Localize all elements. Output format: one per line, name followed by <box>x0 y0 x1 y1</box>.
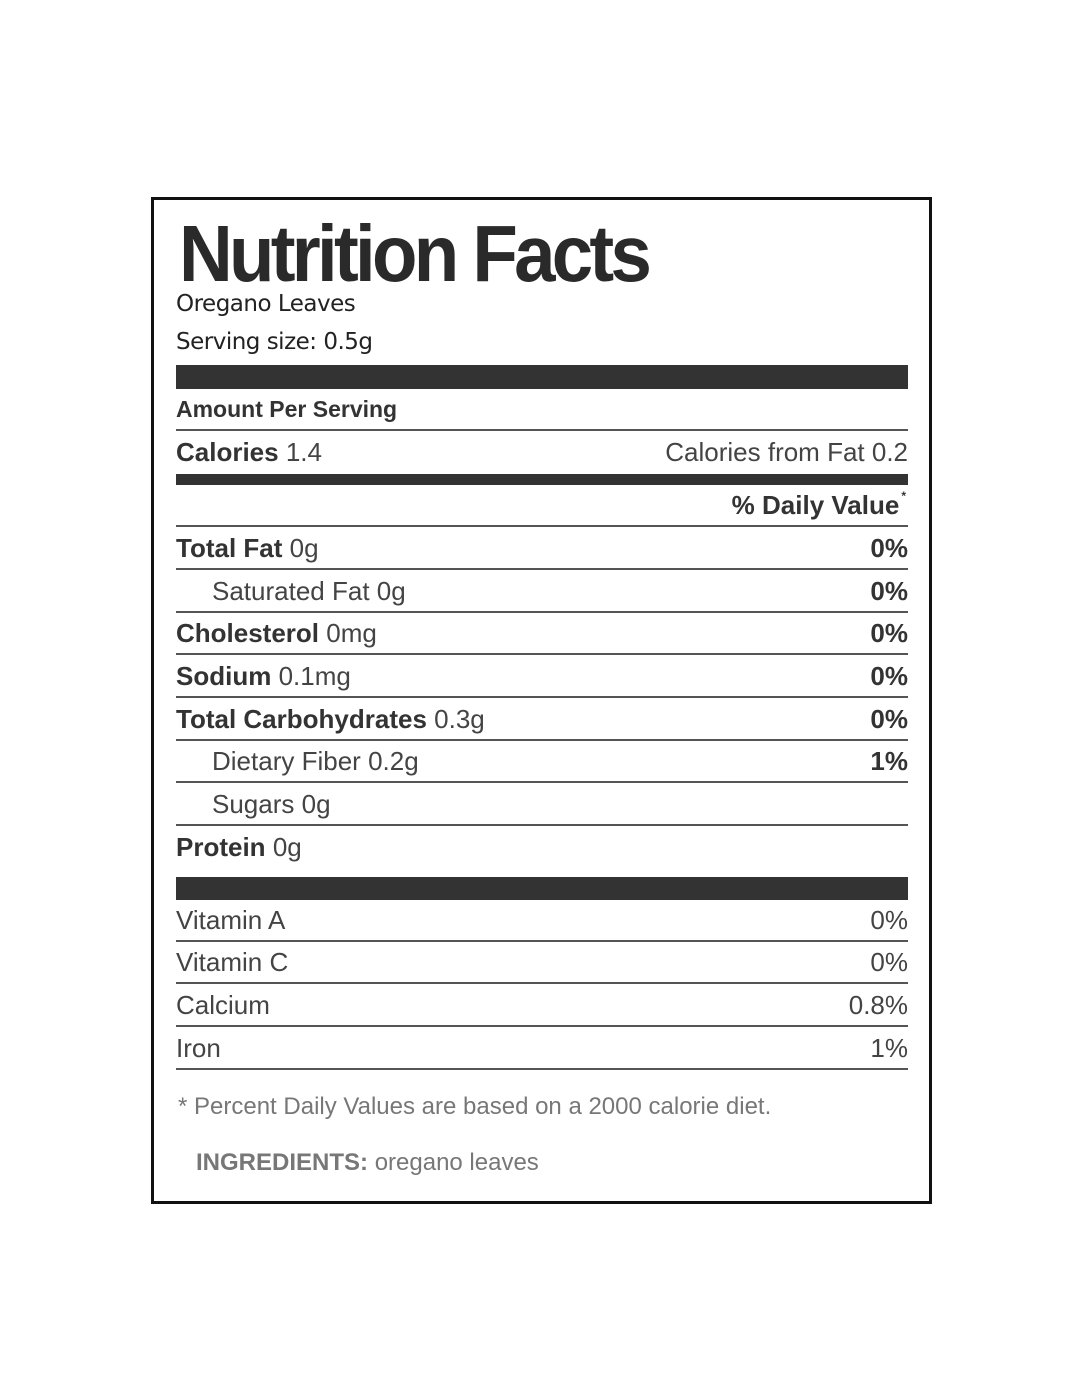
nutrient-row-cholesterol: Cholesterol 0mg 0% <box>176 613 908 655</box>
nutrient-label: Total Carbohydrates <box>176 704 427 734</box>
nutrient-amount: 0.3g <box>434 704 485 734</box>
medium-divider <box>176 474 908 485</box>
ingredients: INGREDIENTS: oregano leaves <box>196 1149 539 1177</box>
nutrient-dv: 0% <box>870 704 908 734</box>
vitamin-row-vitamin-a: Vitamin A 0% <box>176 900 908 942</box>
nutrient-dv: 0% <box>870 576 908 606</box>
nutrient-label: Total Fat <box>176 533 283 563</box>
nutrition-label: Nutrition Facts Oregano Leaves Serving s… <box>151 197 932 1204</box>
amount-per-serving: Amount Per Serving <box>176 396 398 422</box>
vitamin-label: Vitamin C <box>176 947 289 977</box>
calories-label: Calories <box>176 437 279 467</box>
nutrient-label: Dietary Fiber <box>212 746 361 776</box>
nutrient-amount: 0.1mg <box>278 661 351 691</box>
nutrient-amount: 0.2g <box>368 746 419 776</box>
nutrient-amount: 0g <box>289 533 319 563</box>
vitamin-dv: 0% <box>870 947 908 977</box>
nutrient-dv: 1% <box>870 746 908 776</box>
nutrient-label: Sodium <box>176 661 272 691</box>
vitamin-dv: 0.8% <box>848 990 908 1020</box>
calories-from-fat: Calories from Fat 0.2 <box>665 437 908 467</box>
vitamin-label: Calcium <box>176 990 270 1020</box>
vitamin-row-iron: Iron 1% <box>176 1028 908 1070</box>
vitamin-dv: 0% <box>870 905 908 935</box>
ingredients-value: oregano leaves <box>374 1149 539 1176</box>
thick-divider <box>176 877 908 900</box>
nutrient-row-saturated-fat: Saturated Fat 0g 0% <box>176 571 908 613</box>
calories-value: 1.4 <box>285 437 322 467</box>
product-name: Oregano Leaves <box>176 291 356 317</box>
calories-row: Calories 1.4 Calories from Fat 0.2 <box>176 431 908 473</box>
daily-value-header: % Daily Value <box>731 490 900 520</box>
nutrient-label: Saturated Fat <box>212 576 370 606</box>
thick-divider <box>176 365 908 389</box>
nutrient-dv: 0% <box>870 661 908 691</box>
nutrient-amount: 0g <box>301 789 331 819</box>
vitamin-row-calcium: Calcium 0.8% <box>176 985 908 1027</box>
amount-per-serving-row: Amount Per Serving <box>176 389 908 431</box>
ingredients-label: INGREDIENTS: <box>196 1149 369 1176</box>
nutrient-dv: 0% <box>870 618 908 648</box>
vitamin-dv: 1% <box>870 1033 908 1063</box>
nutrient-label: Protein <box>176 832 266 862</box>
vitamin-row-vitamin-c: Vitamin C 0% <box>176 942 908 984</box>
nutrient-label: Cholesterol <box>176 618 320 648</box>
nutrient-label: Sugars <box>212 789 295 819</box>
nutrient-dv: 0% <box>870 533 908 563</box>
nutrient-row-dietary-fiber: Dietary Fiber 0.2g 1% <box>176 741 908 783</box>
nutrient-row-sodium: Sodium 0.1mg 0% <box>176 656 908 698</box>
vitamin-label: Iron <box>176 1033 221 1063</box>
daily-value-header-row: % Daily Value * <box>176 485 908 527</box>
nutrient-row-total-fat: Total Fat 0g 0% <box>176 528 908 570</box>
daily-value-asterisk: * <box>901 489 906 503</box>
vitamin-label: Vitamin A <box>176 905 286 935</box>
footnote: * Percent Daily Values are based on a 20… <box>178 1093 772 1120</box>
nutrient-amount: 0g <box>376 576 406 606</box>
nutrient-row-protein: Protein 0g <box>176 826 908 868</box>
nutrient-row-sugars: Sugars 0g <box>176 784 908 826</box>
nutrient-amount: 0g <box>272 832 302 862</box>
label-title: Nutrition Facts <box>179 209 652 298</box>
nutrient-row-total-carbohydrates: Total Carbohydrates 0.3g 0% <box>176 699 908 741</box>
serving-size: Serving size: 0.5g <box>176 329 373 355</box>
nutrient-amount: 0mg <box>326 618 377 648</box>
